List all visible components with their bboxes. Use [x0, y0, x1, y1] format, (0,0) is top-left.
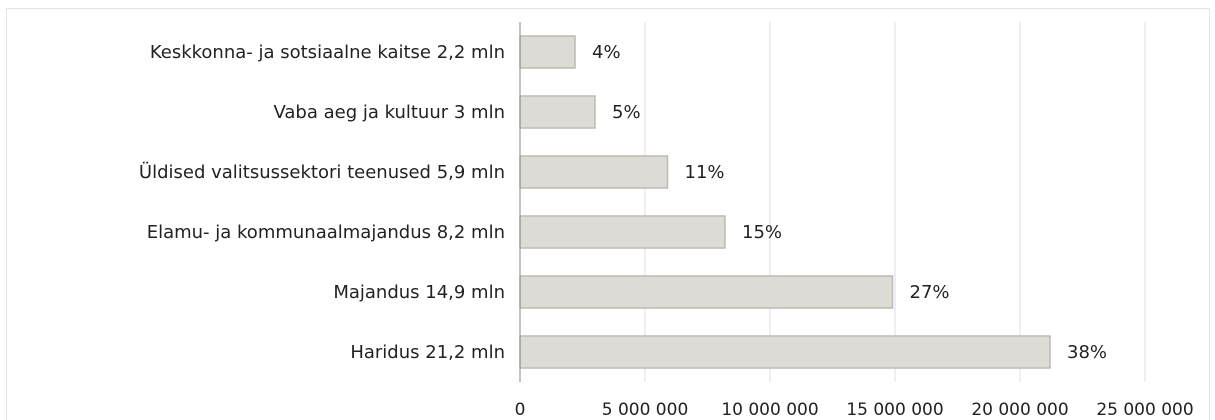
- bars: [519, 35, 1051, 369]
- x-tick-label: 25 000 000: [1096, 400, 1193, 420]
- data-label: 11%: [685, 162, 725, 183]
- bar: [519, 275, 894, 309]
- bar: [519, 335, 1051, 369]
- category-label: Üldised valitsussektori teenused 5,9 mln: [139, 161, 505, 183]
- x-tick-label: 10 000 000: [721, 400, 818, 420]
- x-tick-label: 20 000 000: [971, 400, 1068, 420]
- gridlines: [644, 22, 1146, 382]
- category-label: Haridus 21,2 mln: [350, 342, 505, 363]
- bar: [519, 35, 576, 69]
- bar: [519, 215, 726, 249]
- x-tick-label: 15 000 000: [846, 400, 943, 420]
- data-label: 27%: [910, 282, 950, 303]
- category-label: Vaba aeg ja kultuur 3 mln: [273, 102, 505, 123]
- category-label: Keskkonna- ja sotsiaalne kaitse 2,2 mln: [150, 42, 505, 63]
- data-label: 38%: [1067, 342, 1107, 363]
- bar: [519, 95, 596, 129]
- data-label: 5%: [612, 102, 641, 123]
- x-tick-label: 5 000 000: [602, 400, 689, 420]
- data-label: 15%: [742, 222, 782, 243]
- bar: [519, 155, 669, 189]
- x-tick-label: 0: [515, 400, 526, 420]
- data-label: 4%: [592, 42, 621, 63]
- labels: 0 5 000 000 10 000 000 15 000 000 20 000 000…: [139, 42, 1194, 420]
- chart-frame: [6, 8, 1210, 420]
- category-label: Elamu- ja kommunaalmajandus 8,2 mln: [147, 222, 505, 243]
- category-label: Majandus 14,9 mln: [333, 282, 505, 303]
